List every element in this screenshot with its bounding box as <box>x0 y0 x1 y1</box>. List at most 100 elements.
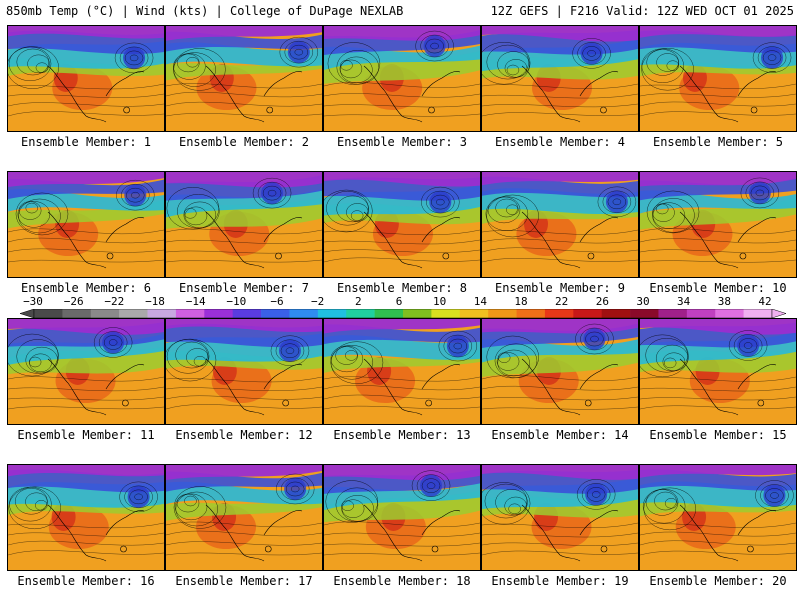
ensemble-member-label: Ensemble Member: 8 <box>336 281 468 295</box>
temperature-wind-map <box>166 26 322 131</box>
ensemble-map-panel <box>7 171 165 278</box>
ensemble-map-panel <box>481 171 639 278</box>
temperature-wind-map <box>482 465 638 570</box>
ensemble-member-label: Ensemble Member: 11 <box>17 428 155 442</box>
ensemble-map-panel <box>323 318 481 425</box>
ensemble-member-label: Ensemble Member: 13 <box>333 428 471 442</box>
colorbar-segment <box>459 309 489 318</box>
temperature-wind-map <box>324 319 480 424</box>
ensemble-member-label: Ensemble Member: 15 <box>649 428 787 442</box>
temperature-wind-map <box>640 319 796 424</box>
colorbar-segment <box>630 309 659 318</box>
colorbar-tick-label: −22 <box>104 295 125 308</box>
colorbar-labels: −30 −26 −22 −18 −14 −10 −6 −2 2 6 10 14 18 22 26 30 34 38… <box>0 296 800 308</box>
ensemble-member-label: Ensemble Member: 12 <box>175 428 313 442</box>
ensemble-member-label: Ensemble Member: 16 <box>17 574 155 588</box>
colorbar-segment <box>289 309 319 318</box>
ensemble-map-panel <box>323 464 481 571</box>
ensemble-map-panel <box>639 25 797 132</box>
ensemble-member-label: Ensemble Member: 14 <box>491 428 629 442</box>
colorbar-segment <box>34 309 63 318</box>
ensemble-member-label: Ensemble Member: 6 <box>20 281 152 295</box>
colorbar-segment <box>62 309 92 318</box>
temperature-wind-map <box>8 26 164 131</box>
ensemble-map-panel <box>481 25 639 132</box>
colorbar-segment <box>204 309 233 318</box>
colorbar-tick-label: −6 <box>270 295 284 308</box>
temperature-wind-map <box>324 465 480 570</box>
colorbar-tick-label: 14 <box>473 295 487 308</box>
colorbar-segment <box>516 309 546 318</box>
colorbar-tick-label: −30 <box>23 295 43 308</box>
colorbar-tick-label: 26 <box>595 295 609 308</box>
colorbar-segment <box>431 309 461 318</box>
colorbar-segment <box>488 309 517 318</box>
ensemble-map-panel <box>481 464 639 571</box>
ensemble-member-label: Ensemble Member: 10 <box>649 281 787 295</box>
ensemble-map-panel <box>323 25 481 132</box>
colorbar-tick-label: 10 <box>433 295 447 308</box>
temperature-wind-map <box>482 26 638 131</box>
colorbar-segment <box>90 309 120 318</box>
ensemble-map-panel <box>7 318 165 425</box>
page-header: 850mb Temp (°C) | Wind (kts) | College o… <box>0 0 800 22</box>
ensemble-member-label: Ensemble Member: 9 <box>494 281 626 295</box>
ensemble-member-label: Ensemble Member: 17 <box>175 574 313 588</box>
ensemble-member-label: Ensemble Member: 5 <box>652 135 784 149</box>
colorbar-low-arrow <box>20 309 35 318</box>
colorbar-segment <box>346 309 375 318</box>
colorbar-segment <box>658 309 688 318</box>
ensemble-member-label: Ensemble Member: 7 <box>178 281 310 295</box>
colorbar-segment <box>232 309 262 318</box>
colorbar-tick-label: 6 <box>395 295 403 308</box>
temperature-wind-map <box>640 26 796 131</box>
colorbar-tick-label: −14 <box>185 295 206 308</box>
temperature-wind-map <box>482 319 638 424</box>
colorbar-tick-label: −26 <box>63 295 84 308</box>
temperature-wind-map <box>324 26 480 131</box>
colorbar-segment <box>573 309 602 318</box>
colorbar-high-arrow <box>771 309 786 318</box>
temperature-wind-map <box>8 172 164 277</box>
colorbar-tick-label: 34 <box>677 295 691 308</box>
colorbar-segment <box>715 309 744 318</box>
temperature-wind-map <box>166 465 322 570</box>
temperature-wind-map <box>482 172 638 277</box>
colorbar-segment <box>743 309 773 318</box>
ensemble-map-panel <box>481 318 639 425</box>
colorbar-segment <box>544 309 574 318</box>
ensemble-map-panel <box>165 171 323 278</box>
ensemble-member-label: Ensemble Member: 2 <box>178 135 310 149</box>
ensemble-map-panel <box>639 464 797 571</box>
ensemble-member-label: Ensemble Member: 4 <box>494 135 626 149</box>
temperature-colorbar <box>20 309 786 318</box>
colorbar-tick-label: −2 <box>311 295 325 308</box>
colorbar-segment <box>175 309 205 318</box>
ensemble-map-panel <box>7 464 165 571</box>
ensemble-member-label: Ensemble Member: 18 <box>333 574 471 588</box>
ensemble-map-panel <box>639 171 797 278</box>
colorbar-tick-label: 38 <box>717 295 731 308</box>
ensemble-member-label: Ensemble Member: 19 <box>491 574 629 588</box>
ensemble-map-panel <box>165 25 323 132</box>
colorbar-tick-label: 30 <box>636 295 650 308</box>
ensemble-map-panel <box>165 318 323 425</box>
colorbar-tick-label: −18 <box>145 295 165 308</box>
ensemble-member-label: Ensemble Member: 20 <box>649 574 787 588</box>
temperature-wind-map <box>324 172 480 277</box>
colorbar-tick-label: 42 <box>758 295 772 308</box>
colorbar-tick-label: 22 <box>555 295 569 308</box>
colorbar-segment <box>374 309 404 318</box>
ensemble-member-label: Ensemble Member: 1 <box>20 135 152 149</box>
ensemble-map-panel <box>323 171 481 278</box>
colorbar-segment <box>403 309 432 318</box>
ensemble-map-panel <box>165 464 323 571</box>
temperature-wind-map <box>166 172 322 277</box>
product-title: 850mb Temp (°C) | Wind (kts) | College o… <box>6 4 404 18</box>
colorbar-segment <box>601 309 631 318</box>
colorbar-tick-label: 2 <box>355 295 362 308</box>
ensemble-member-label: Ensemble Member: 3 <box>336 135 468 149</box>
colorbar-segment <box>119 309 148 318</box>
colorbar-segment <box>686 309 716 318</box>
temperature-wind-map <box>166 319 322 424</box>
